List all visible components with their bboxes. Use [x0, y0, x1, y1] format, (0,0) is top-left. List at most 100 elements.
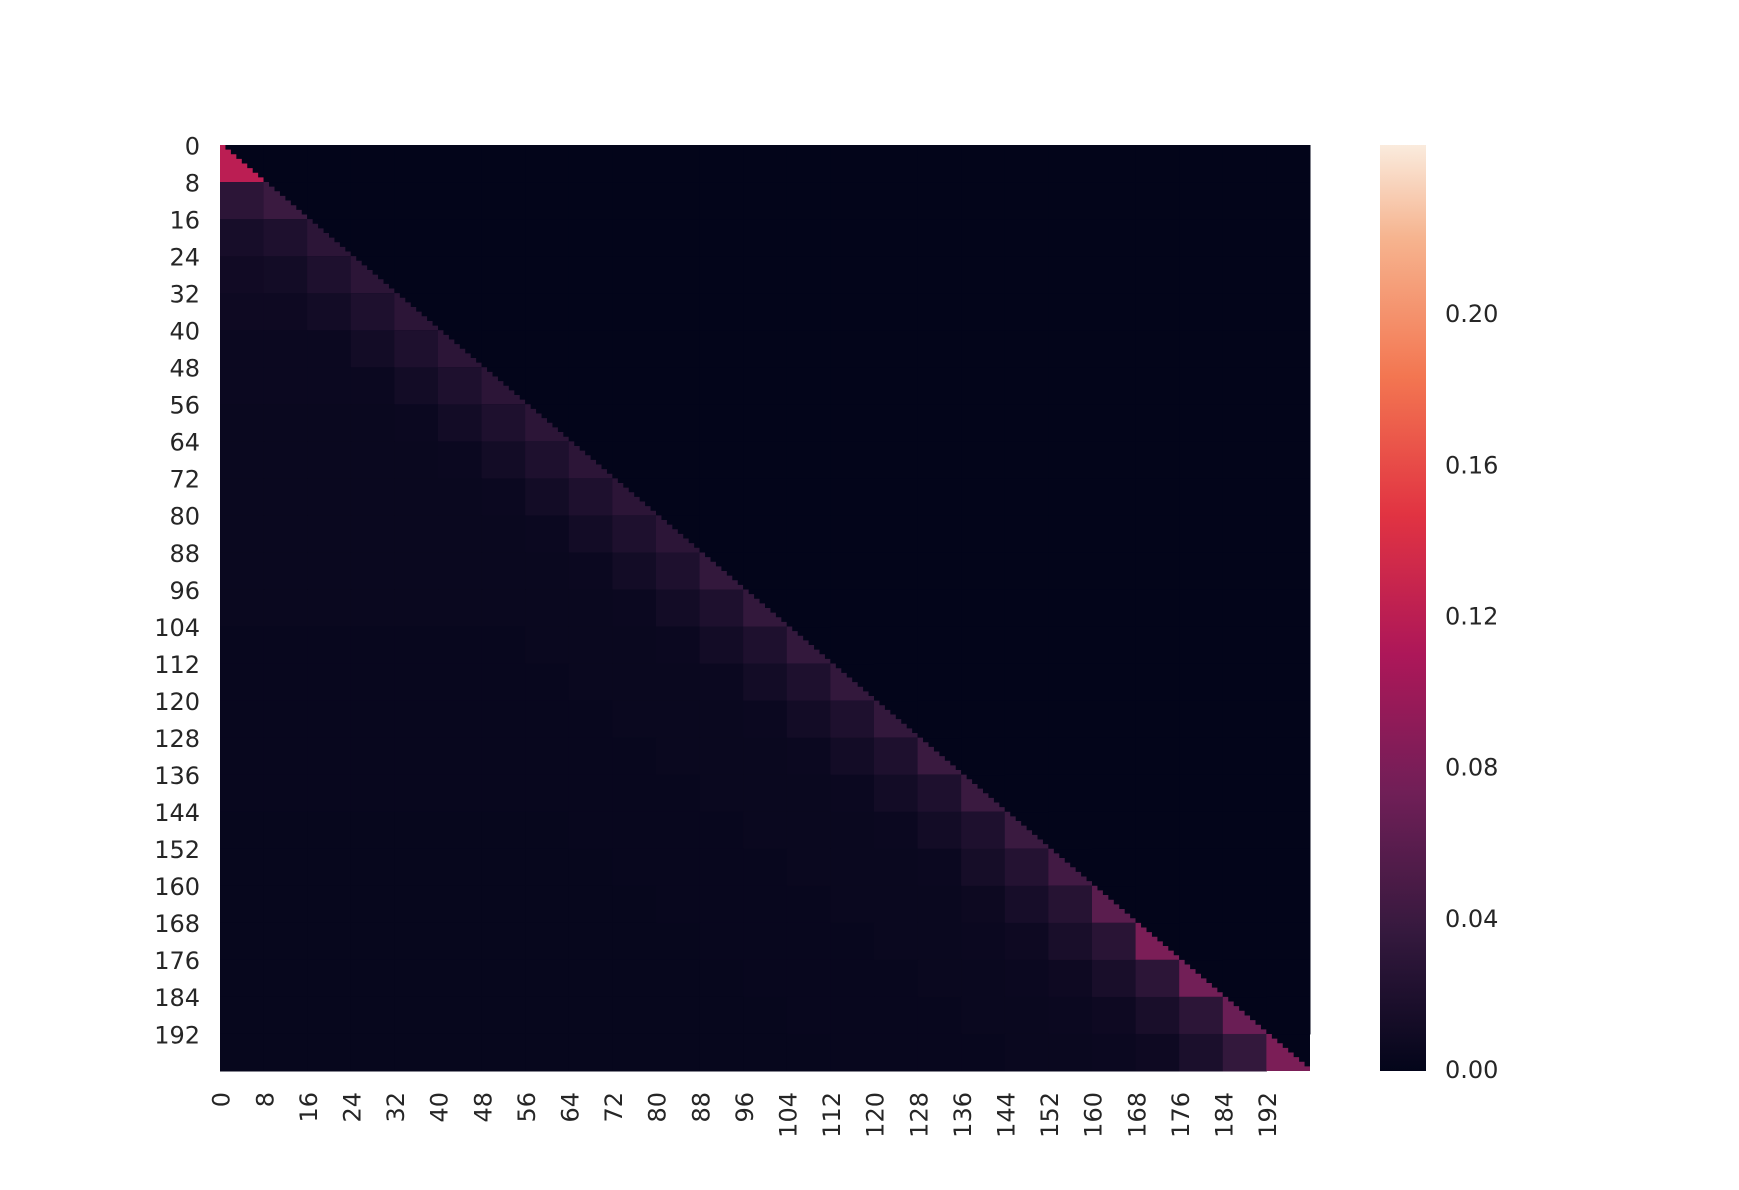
heatmap-cell [699, 626, 744, 665]
heatmap-cell [656, 774, 701, 813]
heatmap-cell [394, 700, 439, 739]
heatmap-cell [656, 589, 701, 628]
heatmap-cell [263, 256, 308, 294]
y-tick-label: 16 [169, 206, 200, 234]
heatmap-cell [1179, 182, 1224, 220]
heatmap-cell [481, 330, 526, 368]
heatmap-cell [1179, 626, 1224, 665]
heatmap-cell [699, 219, 744, 257]
heatmap-cell [307, 182, 352, 220]
heatmap-cell [1179, 848, 1224, 887]
heatmap-cell [1222, 996, 1267, 1034]
heatmap-cell [263, 922, 308, 961]
heatmap-cell [786, 996, 831, 1035]
heatmap-cell [1048, 1033, 1093, 1072]
heatmap-cell [1266, 145, 1311, 183]
heatmap-cell [525, 996, 570, 1035]
heatmap-cell [656, 922, 701, 961]
heatmap-cell [263, 478, 308, 516]
heatmap-cell [568, 219, 613, 257]
heatmap-cell [656, 256, 701, 294]
heatmap-cell [263, 145, 308, 183]
x-tick-label: 72 [600, 1092, 628, 1123]
x-tick-label: 40 [426, 1092, 454, 1123]
heatmap-cell [699, 663, 744, 702]
heatmap-cell [1222, 330, 1267, 368]
heatmap-cell [830, 848, 875, 887]
heatmap-cell [307, 478, 352, 516]
heatmap-cell [656, 441, 701, 479]
heatmap-cell [743, 626, 788, 665]
heatmap-cell [612, 663, 657, 702]
heatmap-cell [350, 885, 395, 924]
heatmap-cell [1222, 1033, 1267, 1072]
heatmap-cell [874, 515, 919, 553]
heatmap-cell [525, 700, 570, 739]
heatmap-cell [1004, 219, 1049, 257]
heatmap-cell [1048, 589, 1093, 628]
heatmap-cell [481, 293, 526, 331]
heatmap-cell [743, 737, 788, 776]
heatmap-cell [438, 996, 483, 1035]
heatmap-cell [743, 1033, 788, 1072]
heatmap-cell [1048, 515, 1093, 553]
heatmap-cell [220, 441, 265, 479]
heatmap-cell [961, 626, 1006, 665]
heatmap-cell [1004, 737, 1049, 776]
x-tick-label: 64 [557, 1092, 585, 1123]
heatmap-cell [1092, 330, 1137, 368]
heatmap-cell [612, 552, 657, 590]
heatmap-cell [1135, 922, 1180, 960]
heatmap-cell [525, 589, 570, 628]
heatmap-cell [394, 589, 439, 628]
x-tick-label: 112 [818, 1092, 846, 1138]
x-tick-label: 160 [1080, 1092, 1108, 1138]
heatmap-cell [1004, 663, 1049, 702]
heatmap-cell [568, 848, 613, 887]
heatmap-cell [612, 145, 657, 183]
heatmap-cell [220, 811, 265, 850]
heatmap-cell [830, 774, 875, 813]
heatmap-cell [1266, 737, 1311, 776]
colorbar-tick-label: 0.12 [1445, 602, 1498, 630]
heatmap-cell [350, 811, 395, 850]
heatmap-cell [1048, 182, 1093, 220]
heatmap-cell [350, 219, 395, 257]
heatmap-cell [699, 589, 744, 628]
heatmap-cell [1266, 478, 1311, 516]
heatmap-cell [917, 811, 962, 850]
heatmap-cell [350, 700, 395, 739]
heatmap-cell [1048, 219, 1093, 257]
heatmap-cell [438, 367, 483, 405]
heatmap-cell [568, 256, 613, 294]
heatmap-cell [438, 959, 483, 998]
heatmap-cell [1179, 885, 1224, 924]
heatmap-cell [961, 663, 1006, 702]
heatmap-cell [1092, 404, 1137, 442]
heatmap-cell [917, 256, 962, 294]
heatmap-cell [699, 330, 744, 368]
x-tick-label: 8 [251, 1092, 279, 1107]
heatmap-cell [525, 552, 570, 590]
heatmap-cell [350, 996, 395, 1035]
y-tick-label: 104 [154, 614, 200, 642]
heatmap-cell [612, 515, 657, 553]
y-tick-label: 56 [169, 392, 200, 420]
heatmap-cell [1222, 626, 1267, 665]
colorbar [1380, 145, 1426, 1071]
heatmap-cell [786, 552, 831, 590]
heatmap-cell [525, 478, 570, 516]
heatmap-cell [1048, 626, 1093, 665]
heatmap-cell [263, 182, 308, 220]
heatmap-cell [699, 700, 744, 739]
heatmap-cell [1004, 959, 1049, 998]
heatmap-cell [656, 959, 701, 998]
heatmap-cell [1179, 404, 1224, 442]
heatmap-cell [1135, 626, 1180, 665]
heatmap-cell [699, 515, 744, 553]
y-tick-label: 40 [169, 318, 200, 346]
heatmap-cell [612, 441, 657, 479]
heatmap-cell [525, 848, 570, 887]
heatmap-cell [350, 1033, 395, 1072]
